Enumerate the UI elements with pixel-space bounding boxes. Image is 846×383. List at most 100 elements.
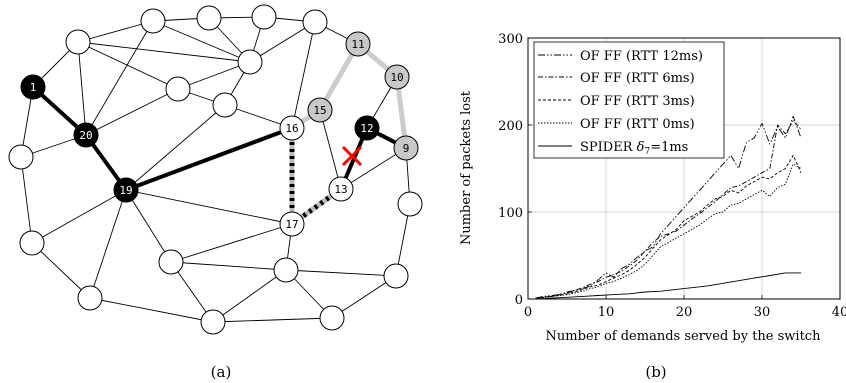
switch-node: [8, 144, 34, 170]
y-tick-label: 200: [498, 119, 523, 134]
node-circle: [196, 5, 222, 31]
x-tick-label: 0: [524, 305, 532, 320]
node-circle: [212, 92, 238, 118]
legend-label-s2: OF FF (RTT 6ms): [580, 71, 695, 86]
node-circle: [20, 74, 46, 100]
node-label: 16: [285, 122, 298, 135]
switch-node: [212, 92, 238, 118]
node-circle: [251, 4, 277, 30]
caption-b: (b): [645, 363, 666, 381]
network-link: [125, 189, 293, 225]
switch-node-11: 11: [345, 31, 371, 57]
switch-node-20: 20: [73, 122, 99, 148]
series-line-5: [535, 272, 801, 300]
node-label: 13: [334, 183, 347, 196]
network-link: [170, 261, 287, 271]
network-link: [77, 41, 87, 136]
switch-node: [165, 76, 191, 102]
legend-label-s3: OF FF (RTT 3ms): [580, 94, 695, 109]
node-circle: [345, 31, 371, 57]
switch-node: [140, 8, 166, 34]
y-axis-label: Number of packets lost: [459, 90, 474, 245]
chart-legend: OF FF (RTT 12ms) OF FF (RTT 6ms) OF FF (…: [533, 41, 725, 159]
node-circle: [279, 211, 305, 237]
series-line-2: [535, 120, 802, 299]
x-tick-label: 10: [598, 305, 615, 320]
switch-node: [158, 249, 184, 275]
switch-node: [319, 305, 345, 331]
switch-node: [237, 49, 263, 75]
network-link: [85, 88, 179, 136]
switch-node: [302, 9, 328, 35]
node-label: 1: [30, 81, 37, 94]
node-circle: [354, 115, 380, 141]
node-circle: [158, 249, 184, 275]
node-circle: [77, 285, 103, 311]
network-link: [285, 269, 397, 277]
switch-node: [196, 5, 222, 31]
node-circle: [140, 8, 166, 34]
node-circle: [384, 64, 410, 90]
node-circle: [237, 49, 263, 75]
network-link: [291, 21, 316, 129]
node-label: 12: [360, 122, 373, 135]
node-circle: [319, 305, 345, 331]
node-circle: [397, 191, 423, 217]
network-link: [340, 147, 407, 190]
network-link: [125, 104, 226, 191]
axis-ticks: 0 10 20 30 40 0 100 200 300: [498, 32, 846, 320]
network-link: [77, 41, 179, 90]
switch-node-19: 19: [113, 177, 139, 203]
switch-node-17: 17: [279, 211, 305, 237]
node-circle: [307, 97, 333, 123]
node-label: 11: [351, 38, 364, 51]
x-tick-label: 20: [676, 305, 693, 320]
node-circle: [200, 309, 226, 335]
node-circle: [73, 122, 99, 148]
x-tick-label: 40: [832, 305, 846, 320]
chart-series: [535, 115, 802, 300]
packet-loss-chart: 0 10 20 30 40 0 100 200 300 Number of demands se…: [459, 32, 846, 381]
network-link: [170, 223, 293, 263]
node-label: 9: [403, 142, 410, 155]
switch-node: [65, 29, 91, 55]
node-label: 20: [79, 129, 92, 142]
network-link: [85, 20, 154, 136]
legend-label-s4: OF FF (RTT 0ms): [580, 117, 695, 132]
network-link: [212, 317, 333, 323]
switch-node-15: 15: [307, 97, 333, 123]
node-circle: [383, 263, 409, 289]
node-circle: [113, 177, 139, 203]
network-link: [249, 21, 316, 63]
network-link: [212, 269, 287, 323]
switch-node: [397, 191, 423, 217]
switch-node: [200, 309, 226, 335]
switch-node-1: 1: [20, 74, 46, 100]
network-link: [177, 61, 251, 90]
switch-node-16: 16: [279, 115, 305, 141]
switch-node-9: 9: [393, 135, 419, 161]
network-link: [89, 297, 214, 323]
node-label: 10: [390, 71, 403, 84]
node-circle: [8, 144, 34, 170]
y-tick-label: 0: [515, 293, 523, 308]
network-link: [152, 20, 251, 63]
network-link: [31, 189, 127, 244]
node-circle: [273, 257, 299, 283]
network-link: [77, 41, 251, 63]
network-link: [125, 189, 172, 263]
network-link: [319, 109, 342, 190]
series-line-4: [535, 163, 802, 299]
node-circle: [165, 76, 191, 102]
topology-nodes: 1 20 19 16 15 11 10 12 9 13 17: [8, 4, 423, 335]
primary-link: [31, 85, 293, 192]
switch-node: [77, 285, 103, 311]
network-link: [77, 20, 154, 43]
y-tick-label: 100: [498, 206, 523, 221]
switch-node-12: 12: [354, 115, 380, 141]
failure-marker-icon: [341, 145, 363, 167]
node-label: 17: [285, 218, 298, 231]
y-tick-label: 300: [498, 32, 523, 47]
node-label: 19: [119, 184, 132, 197]
